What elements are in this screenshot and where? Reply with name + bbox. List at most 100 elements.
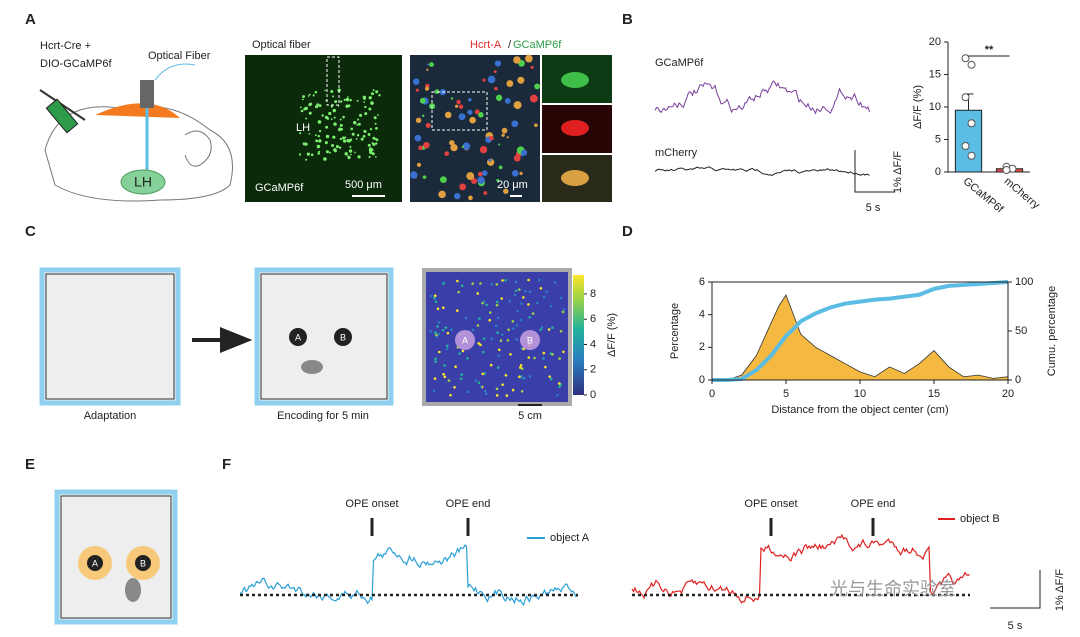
cell	[318, 129, 322, 133]
track-point	[456, 279, 459, 283]
track-point	[483, 389, 487, 393]
cell	[371, 149, 374, 152]
cell	[339, 118, 342, 121]
cell	[314, 90, 318, 94]
cell	[363, 101, 366, 103]
cell	[425, 122, 431, 128]
track-point	[515, 323, 519, 327]
cell	[334, 100, 338, 104]
track-point	[437, 332, 441, 336]
cell	[498, 165, 503, 170]
arena-wall	[260, 273, 388, 400]
micrograph-cells	[410, 54, 541, 201]
track-point	[549, 377, 553, 381]
track-point	[445, 347, 449, 351]
track-point	[495, 394, 499, 397]
cell	[377, 114, 379, 116]
track-point	[551, 353, 554, 356]
cell	[350, 127, 354, 131]
image-caption: Optical fiber	[252, 39, 311, 51]
trace	[654, 166, 870, 176]
cell	[359, 113, 363, 117]
track-point	[562, 308, 566, 311]
panel-label: E	[25, 456, 35, 473]
cell	[501, 133, 505, 137]
track-point	[488, 318, 492, 322]
scale-label: 1% ΔF/F	[1054, 569, 1066, 611]
track-point	[495, 387, 499, 391]
cell	[349, 138, 353, 142]
watermark: 光与生命实验室	[830, 579, 956, 599]
object-label: A	[295, 332, 301, 342]
cell	[494, 86, 498, 91]
scale-label: 5 s	[866, 202, 881, 214]
axis-label: Percentage	[669, 303, 681, 359]
track-point	[466, 390, 470, 394]
cell	[530, 65, 534, 69]
track-point	[528, 290, 532, 293]
y-tick-label: 2	[699, 341, 705, 353]
cell	[370, 101, 373, 104]
track-point	[443, 375, 447, 379]
cell	[325, 134, 330, 139]
cell	[326, 117, 330, 120]
x-tick-label: 10	[854, 388, 866, 400]
cell	[496, 178, 500, 182]
axis-label: ΔF/F (%)	[912, 85, 924, 129]
track-point	[481, 372, 485, 376]
cell	[372, 89, 375, 92]
cell	[325, 125, 329, 129]
colorbar-tick-label: 0	[590, 389, 596, 401]
event-label: OPE end	[446, 498, 491, 510]
cell	[317, 152, 320, 155]
cell	[318, 150, 321, 153]
cell	[489, 135, 494, 141]
micrograph-cells	[298, 88, 381, 161]
track-point	[561, 310, 565, 314]
track-point	[434, 357, 437, 361]
cell	[426, 63, 429, 66]
cell	[347, 104, 351, 108]
arena-wall	[45, 273, 175, 400]
track-point	[542, 357, 545, 361]
y2-tick-label: 0	[1015, 374, 1021, 386]
data-point	[1002, 166, 1011, 175]
y-tick-label: 15	[929, 68, 941, 80]
cell	[331, 143, 334, 147]
cell	[317, 134, 321, 138]
track-point	[446, 331, 450, 335]
track-point	[458, 352, 461, 355]
track-point	[505, 394, 509, 397]
track-point	[514, 280, 518, 284]
cell	[519, 171, 523, 175]
track-point	[479, 343, 482, 347]
cell	[333, 116, 336, 119]
track-point	[442, 282, 445, 285]
cell	[375, 138, 379, 142]
cell	[415, 117, 422, 124]
track-point	[495, 303, 499, 307]
cell	[450, 97, 454, 100]
cell	[364, 112, 368, 116]
track-point	[501, 279, 504, 282]
track-point	[551, 326, 554, 329]
y-tick-label: 0	[699, 374, 705, 386]
cell	[462, 142, 471, 150]
cell	[355, 138, 358, 140]
track-point	[562, 350, 565, 354]
track-point	[476, 324, 480, 327]
colorbar	[573, 275, 584, 395]
track-point	[453, 385, 456, 389]
cell	[342, 115, 345, 119]
track-point	[478, 317, 481, 320]
trace	[631, 533, 970, 604]
cell	[482, 78, 486, 82]
track-point	[496, 331, 499, 335]
track-point	[519, 302, 523, 306]
cell	[364, 105, 367, 109]
cell	[312, 94, 315, 97]
cell	[470, 177, 478, 185]
colorbar-tick-label: 2	[590, 364, 596, 376]
event-label: OPE end	[851, 498, 896, 510]
y-tick-label: 10	[929, 101, 941, 113]
